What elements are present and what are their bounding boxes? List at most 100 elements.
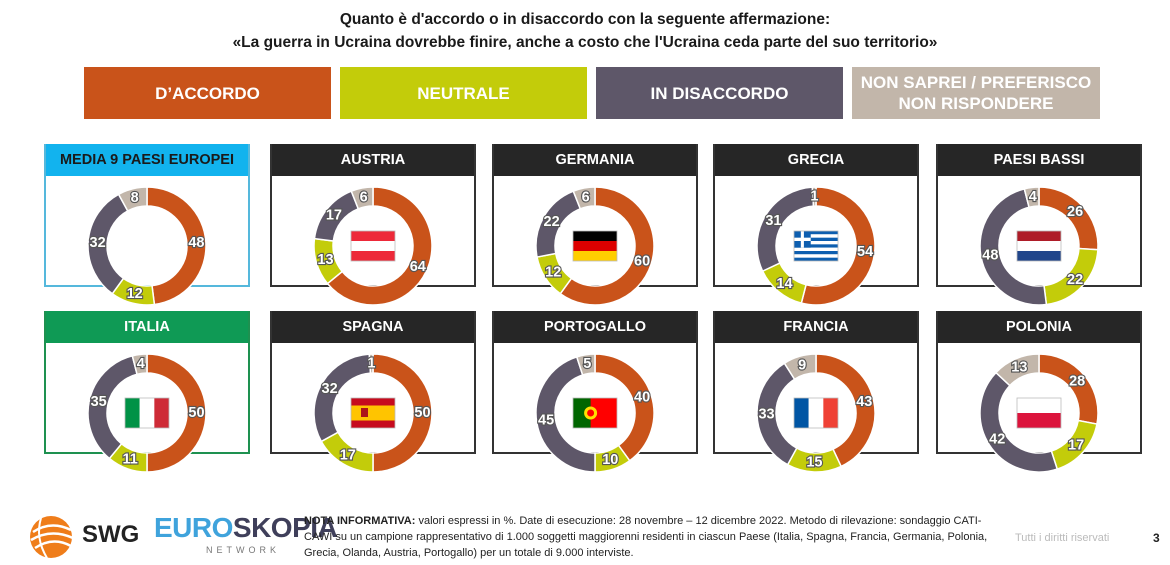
network-word: NETWORK [206,545,280,555]
donut-segment [979,187,1048,306]
donut-chart: 50 11 35 4 [87,353,207,473]
segment-value-label: 26 [1067,204,1083,220]
segment-value-label: 43 [856,394,872,410]
segment-value-label: 1 [810,189,818,205]
euroskopia-brand: EUROSKOPIA [154,512,338,543]
segment-value-label: 13 [317,252,333,268]
donut-chart: 43 15 33 9 [756,353,876,473]
legend-neutrale-label: NEUTRALE [417,83,510,103]
page-number: 3 [1153,531,1160,545]
segment-value-label: 5 [583,356,591,372]
swg-logo-icon [27,512,79,565]
donut-segment [1023,186,1040,209]
panel-title: GRECIA [715,144,917,176]
donut-segment [372,353,433,473]
segment-value-label: 17 [340,448,356,464]
legend-disaccordo: IN DISACCORDO [596,67,843,119]
legend-nonsaprei: NON SAPREI / PREFERISCO NON RISPONDERE [852,67,1100,119]
segment-value-label: 32 [322,381,338,397]
country-panel: AUSTRIA 64 13 17 6 [270,144,476,306]
segment-value-label: 60 [634,253,650,269]
panel-title: PAESI BASSI [938,144,1140,176]
segment-value-label: 6 [582,189,590,205]
panel-title: MEDIA 9 PAESI EUROPEI [46,144,248,176]
segment-value-label: 9 [798,357,806,373]
legend-accordo-label: D’ACCORDO [155,83,260,103]
donut-segment [800,186,876,306]
segment-value-label: 64 [410,259,426,275]
segment-value-label: 4 [1029,189,1037,205]
segment-value-label: 48 [982,247,998,263]
segment-value-label: 12 [545,265,561,281]
segment-value-label: 4 [137,356,145,372]
info-note: NOTA INFORMATIVA: valori espressi in %. … [304,513,1004,561]
note-text: valori espressi in %. Date di esecuzione… [304,515,988,559]
country-panel: PAESI BASSI 26 22 48 4 [936,144,1142,306]
skopia-word: SKOPIA [232,512,338,543]
country-panel: SPAGNA 50 17 32 1 [270,311,476,473]
swg-brand: SWG [82,521,140,548]
segment-value-label: 17 [1068,438,1084,454]
segment-value-label: 48 [188,235,204,251]
segment-value-label: 14 [776,276,792,292]
donut-chart: 26 22 48 4 [979,186,1099,306]
segment-value-label: 32 [90,235,106,251]
spain-flag [350,397,396,429]
donut-chart: 64 13 17 6 [313,186,433,306]
donut-segment [783,353,817,381]
segment-value-label: 45 [538,413,554,429]
segment-value-label: 6 [360,189,368,205]
segment-value-label: 12 [127,286,143,302]
donut-chart: 54 14 31 1 [756,186,876,306]
segment-value-label: 40 [634,390,650,406]
country-panel: GRECIA 54 14 31 1 [713,144,919,306]
netherlands-flag [1016,230,1062,262]
segment-value-label: 35 [91,394,107,410]
portugal-flag [572,397,618,429]
segment-value-label: 13 [1011,360,1027,376]
panel-title: ITALIA [46,311,248,343]
legend-nonsaprei-label: NON SAPREI / PREFERISCO NON RISPONDERE [860,73,1092,113]
country-panel: PORTOGALLO 40 10 45 5 [492,311,698,473]
donut-segment [575,353,596,376]
donut-segment [559,186,655,306]
donut-segment [146,186,207,306]
panel-title: FRANCIA [715,311,917,343]
euro-word: EURO [154,512,233,543]
donut-chart: 28 17 42 13 [979,353,1099,473]
country-panel: FRANCIA 43 15 33 9 [713,311,919,473]
country-panel: GERMANIA 60 12 22 6 [492,144,698,306]
donut-segment [131,353,148,376]
segment-value-label: 31 [765,213,781,229]
segment-value-label: 33 [758,407,774,423]
note-label: NOTA INFORMATIVA: [304,515,416,527]
donut-chart: 48 12 32 8 [87,186,207,306]
poland-flag [1016,397,1062,429]
survey-question: Quanto è d'accordo o in disaccordo con l… [0,8,1170,54]
segment-value-label: 54 [857,244,873,260]
germany-flag [572,230,618,262]
donut-segment [117,186,148,212]
italy-flag [124,397,170,429]
segment-value-label: 50 [188,405,204,421]
donut-segment [994,353,1040,387]
segment-value-label: 22 [1067,272,1083,288]
legend-neutrale: NEUTRALE [340,67,587,119]
segment-value-label: 50 [414,405,430,421]
greece-flag [793,230,839,262]
donut-segment [368,353,374,374]
france-flag [793,397,839,429]
donut-segment [146,353,207,473]
panel-title: SPAGNA [272,311,474,343]
rights-text: Tutti i diritti riservati [1015,532,1110,544]
segment-value-label: 22 [544,214,560,230]
donut-chart: 40 10 45 5 [535,353,655,473]
donut-chart: 60 12 22 6 [535,186,655,306]
country-panel: MEDIA 9 PAESI EUROPEI 48 12 32 8 [44,144,250,306]
question-line-2: «La guerra in Ucraina dovrebbe finire, a… [232,34,938,51]
legend-disaccordo-label: IN DISACCORDO [650,83,789,103]
segment-value-label: 17 [326,208,342,224]
segment-value-label: 28 [1069,373,1085,389]
austria-flag [350,230,396,262]
segment-value-label: 11 [123,452,138,468]
